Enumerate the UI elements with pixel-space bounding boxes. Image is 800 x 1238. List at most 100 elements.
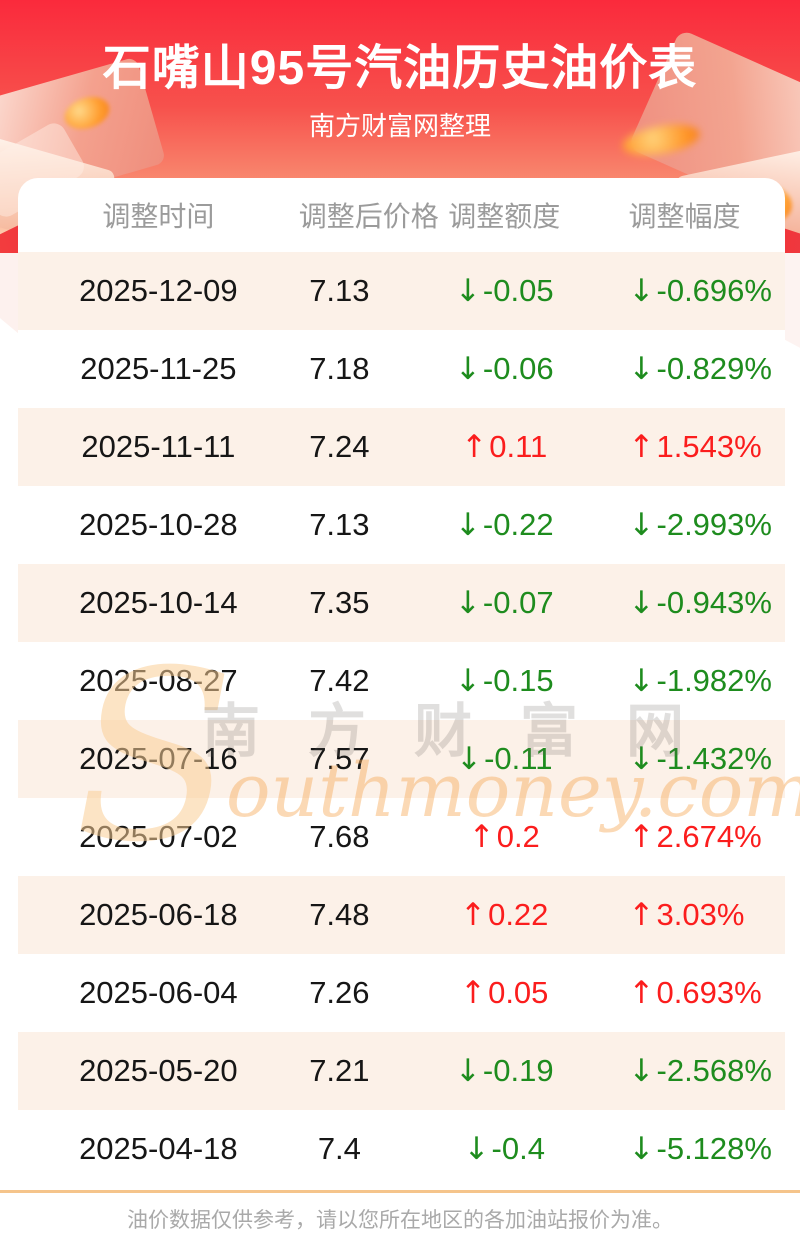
cell-adjust-amount: ↓-0.4 bbox=[380, 1131, 629, 1167]
footer-divider bbox=[0, 1190, 800, 1193]
down-arrow-icon: ↓ bbox=[628, 741, 655, 777]
table-row: 2025-08-27 7.42 ↓-0.15 ↓-1.982% bbox=[18, 642, 785, 720]
table-row: 2025-07-02 7.68 ↑0.2 ↑2.674% bbox=[18, 798, 785, 876]
cell-adjust-date: 2025-05-20 bbox=[79, 1053, 238, 1088]
cell-adjusted-price: 7.42 bbox=[309, 663, 370, 698]
change-value: -0.22 bbox=[482, 507, 554, 542]
cell-adjusted-price: 7.24 bbox=[309, 429, 370, 464]
change-value: -0.15 bbox=[482, 663, 554, 698]
up-arrow-icon: ↑ bbox=[628, 819, 655, 855]
rate-value: -0.943% bbox=[656, 585, 772, 620]
cell-adjust-rate: ↑2.674% bbox=[628, 819, 762, 855]
table-row: 2025-05-20 7.21 ↓-0.19 ↓-2.568% bbox=[18, 1032, 785, 1110]
column-header-adjust-rate: 调整幅度 bbox=[628, 201, 741, 232]
rate-value: 1.543% bbox=[656, 429, 762, 464]
cell-adjust-amount: ↓-0.11 bbox=[380, 741, 629, 777]
down-arrow-icon: ↓ bbox=[628, 351, 655, 387]
down-arrow-icon: ↓ bbox=[628, 507, 655, 543]
cell-adjust-date: 2025-11-11 bbox=[81, 429, 236, 464]
cell-adjust-amount: ↑0.11 bbox=[380, 429, 629, 465]
down-arrow-icon: ↓ bbox=[628, 1131, 655, 1167]
change-value: -0.06 bbox=[482, 351, 554, 386]
change-value: 0.22 bbox=[488, 897, 549, 932]
cell-adjust-date: 2025-10-14 bbox=[79, 585, 238, 620]
cell-adjust-rate: ↓-1.982% bbox=[628, 663, 772, 699]
cell-adjust-rate: ↑1.543% bbox=[628, 429, 762, 465]
cell-adjust-date: 2025-06-18 bbox=[79, 897, 238, 932]
rate-value: -5.128% bbox=[656, 1131, 772, 1166]
change-value: -0.05 bbox=[482, 273, 554, 308]
cell-adjust-date: 2025-06-04 bbox=[79, 975, 238, 1010]
change-value: 0.11 bbox=[489, 429, 548, 464]
change-value: -0.19 bbox=[482, 1053, 554, 1088]
change-value: -0.07 bbox=[482, 585, 554, 620]
page-subtitle: 南方财富网整理 bbox=[308, 111, 491, 141]
down-arrow-icon: ↓ bbox=[628, 663, 655, 699]
cell-adjusted-price: 7.35 bbox=[309, 585, 370, 620]
cell-adjusted-price: 7.57 bbox=[309, 741, 370, 776]
cell-adjust-amount: ↑0.2 bbox=[380, 819, 629, 855]
up-arrow-icon: ↑ bbox=[628, 429, 655, 465]
down-arrow-icon: ↓ bbox=[454, 507, 481, 543]
cell-adjust-rate: ↓-0.696% bbox=[628, 273, 772, 309]
cell-adjust-amount: ↓-0.22 bbox=[380, 507, 629, 543]
cell-adjust-rate: ↓-0.829% bbox=[628, 351, 772, 387]
cell-adjust-date: 2025-10-28 bbox=[79, 507, 238, 542]
cell-adjust-rate: ↓-0.943% bbox=[628, 585, 772, 621]
cell-adjust-date: 2025-07-16 bbox=[79, 741, 238, 776]
cell-adjusted-price: 7.4 bbox=[317, 1131, 361, 1166]
cell-adjust-rate: ↓-2.568% bbox=[629, 1053, 772, 1089]
table-row: 2025-04-18 7.4 ↓-0.4 ↓-5.128% bbox=[18, 1110, 785, 1188]
column-header-adjusted-price: 调整后价格 bbox=[298, 201, 439, 232]
down-arrow-icon: ↓ bbox=[463, 1131, 490, 1167]
down-arrow-icon: ↓ bbox=[628, 585, 655, 621]
cell-adjust-date: 2025-12-09 bbox=[79, 273, 238, 308]
down-arrow-icon: ↓ bbox=[454, 273, 481, 309]
down-arrow-icon: ↓ bbox=[454, 1053, 481, 1089]
up-arrow-icon: ↑ bbox=[468, 819, 495, 855]
table-body: 2025-12-09 7.13 ↓-0.05 ↓-0.696% 2025-11-25 7.… bbox=[18, 252, 785, 1188]
cell-adjusted-price: 7.21 bbox=[309, 1053, 370, 1088]
down-arrow-icon: ↓ bbox=[454, 585, 481, 621]
down-arrow-icon: ↓ bbox=[454, 663, 481, 699]
change-value: -0.11 bbox=[484, 741, 553, 776]
table-row: 2025-06-04 7.26 ↑0.05 ↑0.693% bbox=[18, 954, 785, 1032]
table-row: 2025-07-16 7.57 ↓-0.11 ↓-1.432% bbox=[18, 720, 785, 798]
column-header-adjust-time: 调整时间 bbox=[102, 201, 215, 232]
down-arrow-icon: ↓ bbox=[628, 273, 655, 309]
table-row: 2025-11-11 7.24 ↑0.11 ↑1.543% bbox=[18, 408, 785, 486]
up-arrow-icon: ↑ bbox=[460, 975, 487, 1011]
cell-adjust-date: 2025-04-18 bbox=[79, 1131, 238, 1166]
cell-adjust-date: 2025-08-27 bbox=[79, 663, 238, 698]
cell-adjust-date: 2025-07-02 bbox=[79, 819, 238, 854]
page-title: 石嘴山95号汽油历史油价表 bbox=[102, 42, 698, 95]
cell-adjust-amount: ↓-0.15 bbox=[380, 663, 629, 699]
cell-adjusted-price: 7.18 bbox=[309, 351, 370, 386]
price-table-card: 调整时间 调整后价格 调整额度 调整幅度 2025-12-09 7.13 ↓-0.0… bbox=[18, 178, 785, 1188]
cell-adjusted-price: 7.68 bbox=[309, 819, 370, 854]
cell-adjust-amount: ↑0.05 bbox=[380, 975, 629, 1011]
cell-adjust-rate: ↓-2.993% bbox=[628, 507, 772, 543]
table-row: 2025-10-14 7.35 ↓-0.07 ↓-0.943% bbox=[18, 564, 785, 642]
cell-adjust-amount: ↓-0.07 bbox=[380, 585, 629, 621]
table-row: 2025-06-18 7.48 ↑0.22 ↑3.03% bbox=[18, 876, 785, 954]
table-row: 2025-12-09 7.13 ↓-0.05 ↓-0.696% bbox=[18, 252, 785, 330]
change-value: 0.2 bbox=[496, 819, 540, 854]
table-row: 2025-11-25 7.18 ↓ -0.06 ↓-0.829% bbox=[18, 330, 785, 408]
rate-value: 0.693% bbox=[656, 975, 762, 1010]
up-arrow-icon: ↑ bbox=[628, 975, 655, 1011]
cell-adjust-rate: ↓-5.128% bbox=[628, 1131, 772, 1167]
rate-value: -2.993% bbox=[656, 507, 772, 542]
rate-value: -0.829% bbox=[656, 351, 772, 386]
change-value: -0.4 bbox=[491, 1131, 545, 1166]
cell-adjusted-price: 7.13 bbox=[309, 507, 370, 542]
rate-value: -0.696% bbox=[656, 273, 772, 308]
footer-note: 油价数据仅供参考，请以您所在地区的各加油站报价为准。 bbox=[127, 1209, 673, 1232]
rate-value: -1.432% bbox=[656, 741, 772, 776]
cell-adjust-amount: ↑0.22 bbox=[380, 897, 629, 933]
up-arrow-icon: ↑ bbox=[461, 429, 488, 465]
change-value: 0.05 bbox=[488, 975, 549, 1010]
cell-adjust-date: 2025-11-25 bbox=[80, 351, 237, 386]
cell-adjust-amount: ↓-0.19 bbox=[380, 1053, 629, 1089]
